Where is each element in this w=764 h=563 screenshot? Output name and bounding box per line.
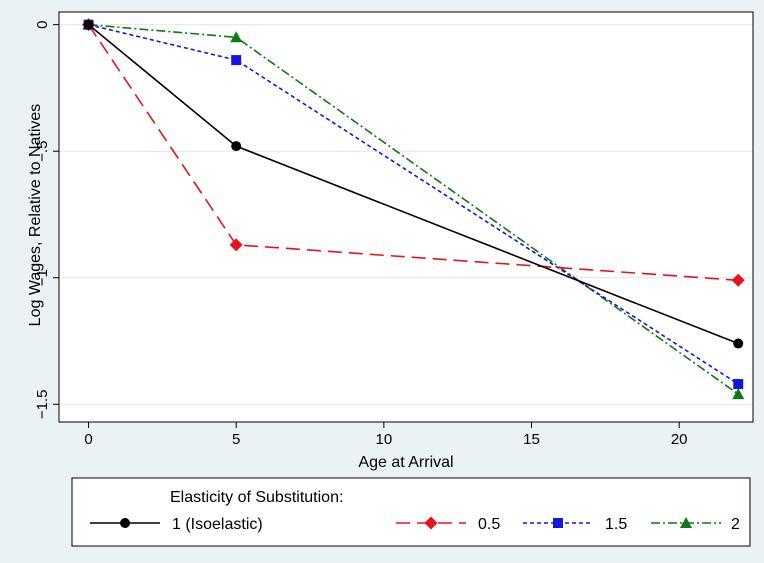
legend-marker bbox=[120, 518, 130, 528]
plot-border bbox=[58, 11, 754, 423]
gridlines bbox=[59, 24, 753, 405]
x-tick-label: 0 bbox=[84, 431, 92, 448]
legend-title: Elasticity of Substitution: bbox=[170, 489, 343, 506]
data-point bbox=[231, 55, 242, 66]
legend-label: 1.5 bbox=[605, 516, 627, 533]
legend-label: 0.5 bbox=[478, 516, 500, 533]
legend-marker bbox=[680, 517, 692, 528]
y-tick-label: −1.5 bbox=[34, 389, 51, 419]
data-point bbox=[733, 379, 744, 390]
x-tick-label: 5 bbox=[232, 431, 240, 448]
y-tick-label: −1 bbox=[34, 269, 51, 286]
legend-label: 1 (Isoelastic) bbox=[172, 516, 263, 533]
y-tick-label: 0 bbox=[34, 20, 51, 28]
legend-marker bbox=[424, 516, 438, 530]
y-tick-label: −.5 bbox=[34, 141, 51, 162]
x-tick-label: 20 bbox=[671, 431, 688, 448]
data-point bbox=[83, 19, 94, 30]
data-point bbox=[733, 338, 744, 349]
series-1-isoelastic- bbox=[83, 19, 744, 349]
legend-box bbox=[71, 477, 751, 547]
legend-item: 2 bbox=[651, 516, 740, 533]
legend-item: 1.5 bbox=[523, 516, 627, 533]
legend-item: 1 (Isoelastic) bbox=[90, 516, 263, 533]
legend: Elasticity of Substitution: 1 (Isoelasti… bbox=[71, 477, 751, 547]
legend-label: 2 bbox=[731, 516, 740, 533]
series-lines bbox=[82, 18, 745, 400]
y-axis-label: Log Wages, Relative to Natives bbox=[27, 104, 44, 327]
data-point bbox=[230, 31, 243, 43]
data-point bbox=[229, 238, 243, 252]
series-line bbox=[88, 23, 739, 385]
x-tick-label: 10 bbox=[376, 431, 393, 448]
legend-items: 1 (Isoelastic) 0.5 1.5 2 bbox=[90, 516, 740, 533]
data-point bbox=[732, 388, 745, 400]
data-point bbox=[231, 141, 242, 152]
legend-item: 0.5 bbox=[396, 516, 500, 533]
data-point bbox=[731, 273, 745, 287]
x-axis-label: Age at Arrival bbox=[358, 454, 453, 471]
plot-area bbox=[59, 12, 753, 422]
legend-marker bbox=[553, 518, 563, 528]
x-tick-label: 15 bbox=[523, 431, 540, 448]
axes: 0 −.5 −1 −1.5 0 5 10 15 20 bbox=[34, 20, 688, 448]
